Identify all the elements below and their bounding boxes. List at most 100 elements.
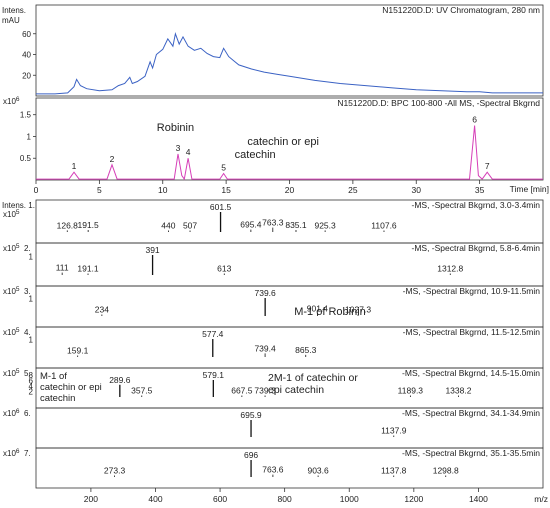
time-axis-tick-label: 30 <box>412 185 422 195</box>
bpc-chromatogram-panel: 0.5 1 1.5 N151220D.D: BPC 100-800 -All MS, … <box>3 96 549 195</box>
ms-panel-y-unit-label: x105 <box>3 327 20 337</box>
ms-panel-y-tick-label: 4 <box>29 382 34 391</box>
ms-peak-label: 1338.2 <box>445 386 471 396</box>
ms-peak-label: 391 <box>145 245 159 255</box>
bpc-peak-label: 7 <box>485 161 490 171</box>
ms-peak-label: 507 <box>183 221 197 231</box>
uv-chromatogram-panel: 20 40 60 N151220D.D: UV Chromatogram, 280 n… <box>2 4 544 97</box>
ms-peak-label: 763.3 <box>262 218 284 228</box>
time-axis-tick-label: 0 <box>34 185 39 195</box>
bpc-peak-label: 4 <box>186 147 191 157</box>
bpc-y-unit-label: x106 <box>3 96 20 106</box>
ms-panel-y-tick-label: 1 <box>29 336 34 345</box>
time-axis-tick-label: 5 <box>97 185 102 195</box>
bpc-peak-label: 5 <box>221 162 226 172</box>
ms-panel-y-tick-label: 2 <box>29 387 34 396</box>
ms-panel-2: x105 2.1 -MS, -Spectral Bkgrnd, 5.8-6.4min… <box>3 242 544 287</box>
bpc-peak-label: 3 <box>176 143 181 153</box>
mz-axis-tick-label: 600 <box>213 494 227 504</box>
ms-peak-label: 865.3 <box>295 345 317 355</box>
ms-panel-index: 2. <box>24 244 31 253</box>
ms-peak-label: 191.5 <box>78 220 100 230</box>
uv-y-unit-label: Intens. <box>2 6 26 15</box>
time-axis-tick-label: 10 <box>158 185 168 195</box>
time-axis-tick-label: 15 <box>221 185 231 195</box>
ms-peak-label: 357.5 <box>131 386 153 396</box>
ms-peak-label: 763.6 <box>262 465 284 475</box>
ms-panel-title: -MS, -Spectral Bkgrnd, 35.1-35.5min <box>402 448 540 458</box>
ms-peak-label: 903.6 <box>307 466 329 476</box>
ms-annotation-catechin: catechin <box>40 393 75 404</box>
bpc-annotation-catechin: catechin <box>235 149 276 161</box>
ms-panel-y-tick-label: 8 <box>29 371 34 380</box>
ms-peak-label: 1137.8 <box>381 466 407 476</box>
ms-panel-index: 5. <box>24 369 31 378</box>
mz-axis-tick-label: 1000 <box>340 494 359 504</box>
ms-panel-title: -MS, -Spectral Bkgrnd, 5.8-6.4min <box>412 243 541 253</box>
bpc-peak-label: 6 <box>472 115 477 125</box>
time-axis-tick-label: 35 <box>475 185 485 195</box>
ms-peak-label: 696 <box>244 450 258 460</box>
uv-header: N151220D.D: UV Chromatogram, 280 nm <box>382 5 540 15</box>
mz-axis-tick-label: 200 <box>84 494 98 504</box>
ms-panel-y-unit-label: x106 <box>3 448 20 458</box>
mz-axis-tick-label: 400 <box>148 494 162 504</box>
ms-panel-y-unit-label: x105 <box>3 368 20 378</box>
bpc-y-tick-label: 1.5 <box>20 111 32 120</box>
ms-peak-label: 289.6 <box>109 375 131 385</box>
ms-panel-7: x106 7. -MS, -Spectral Bkgrnd, 35.1-35.5mi… <box>3 447 544 489</box>
ms-peak-label: 1027.3 <box>345 305 371 315</box>
mz-axis-tick-label: 800 <box>278 494 292 504</box>
mz-axis-tick-label: 1200 <box>404 494 423 504</box>
uv-y-tick-label: 40 <box>22 51 31 60</box>
uv-y-tick-label: 20 <box>22 71 31 80</box>
ms-peak-label: 234 <box>95 305 109 315</box>
ms-peak-label: 191.1 <box>77 264 99 274</box>
ms-peak-label: 1137.9 <box>381 426 407 436</box>
uv-y-tick-label: 60 <box>22 30 31 39</box>
ms-peak-label: 1312.8 <box>437 264 463 274</box>
ms-peak-label: 159.1 <box>67 346 89 356</box>
mz-axis-tick-label: 1400 <box>469 494 488 504</box>
ms-peak-label: 111 <box>56 263 69 273</box>
ms-peak-label: 440 <box>161 221 175 231</box>
ms-panel-title: -MS, -Spectral Bkgrnd, 34.1-34.9min <box>402 408 540 418</box>
ms-panel-title: -MS, -Spectral Bkgrnd, 3.0-3.4min <box>412 200 541 210</box>
ms-peak-label: 901.4 <box>307 303 329 313</box>
ms-peak-label: 667.5 <box>231 386 253 396</box>
time-axis-label: Time [min] <box>510 184 549 194</box>
ms-panel-y-unit-label: x105 <box>3 209 20 219</box>
ms-peak-label: 925.3 <box>314 220 336 230</box>
ms-peak-label: 577.4 <box>202 329 224 339</box>
time-axis-tick-label: 25 <box>348 185 358 195</box>
ms-annotation-dimer: 2M-1 of catechin or <box>268 372 358 384</box>
ms-annotation-dimer: epi catechin <box>268 384 324 396</box>
ms-panel-index: 6. <box>24 409 31 418</box>
uv-frame <box>35 4 544 97</box>
bpc-header: N151220D.D: BPC 100-800 -All MS, -Spectr… <box>337 98 540 108</box>
bpc-y-tick-label: 1 <box>27 132 32 141</box>
ms-peak-label: 739.3 <box>254 386 276 396</box>
bpc-annotation-robinin: Robinin <box>157 122 194 134</box>
time-axis-tick-label: 20 <box>285 185 295 195</box>
ms-peak-label: 1189.3 <box>398 386 424 396</box>
ms-peak-label: 126.8 <box>57 220 79 230</box>
ms-peak-label: 613 <box>217 264 231 274</box>
ms-panel-title: -MS, -Spectral Bkgrnd, 14.5-15.0min <box>402 368 540 378</box>
ms-annotation-robinin: M-1 of Robinin <box>294 306 366 318</box>
ms-peak-label: 273.3 <box>104 466 126 476</box>
uv-series-line-0 <box>36 31 543 95</box>
ms-panel-index: 3. <box>24 287 31 296</box>
bpc-peak-label: 2 <box>110 154 115 164</box>
ms-panel-title: -MS, -Spectral Bkgrnd, 11.5-12.5min <box>403 327 541 337</box>
ms-panel-y-unit-label: x105 <box>3 286 20 296</box>
ms-annotation-catechin: catechin or epi <box>40 382 102 393</box>
ms-peak-label: 739.6 <box>255 288 277 298</box>
bpc-y-tick-label: 0.5 <box>20 154 32 163</box>
ms-panel-index: 4. <box>24 328 31 337</box>
mz-axis-label: m/z <box>534 494 548 504</box>
ms-peak-label: 579.1 <box>203 370 225 380</box>
